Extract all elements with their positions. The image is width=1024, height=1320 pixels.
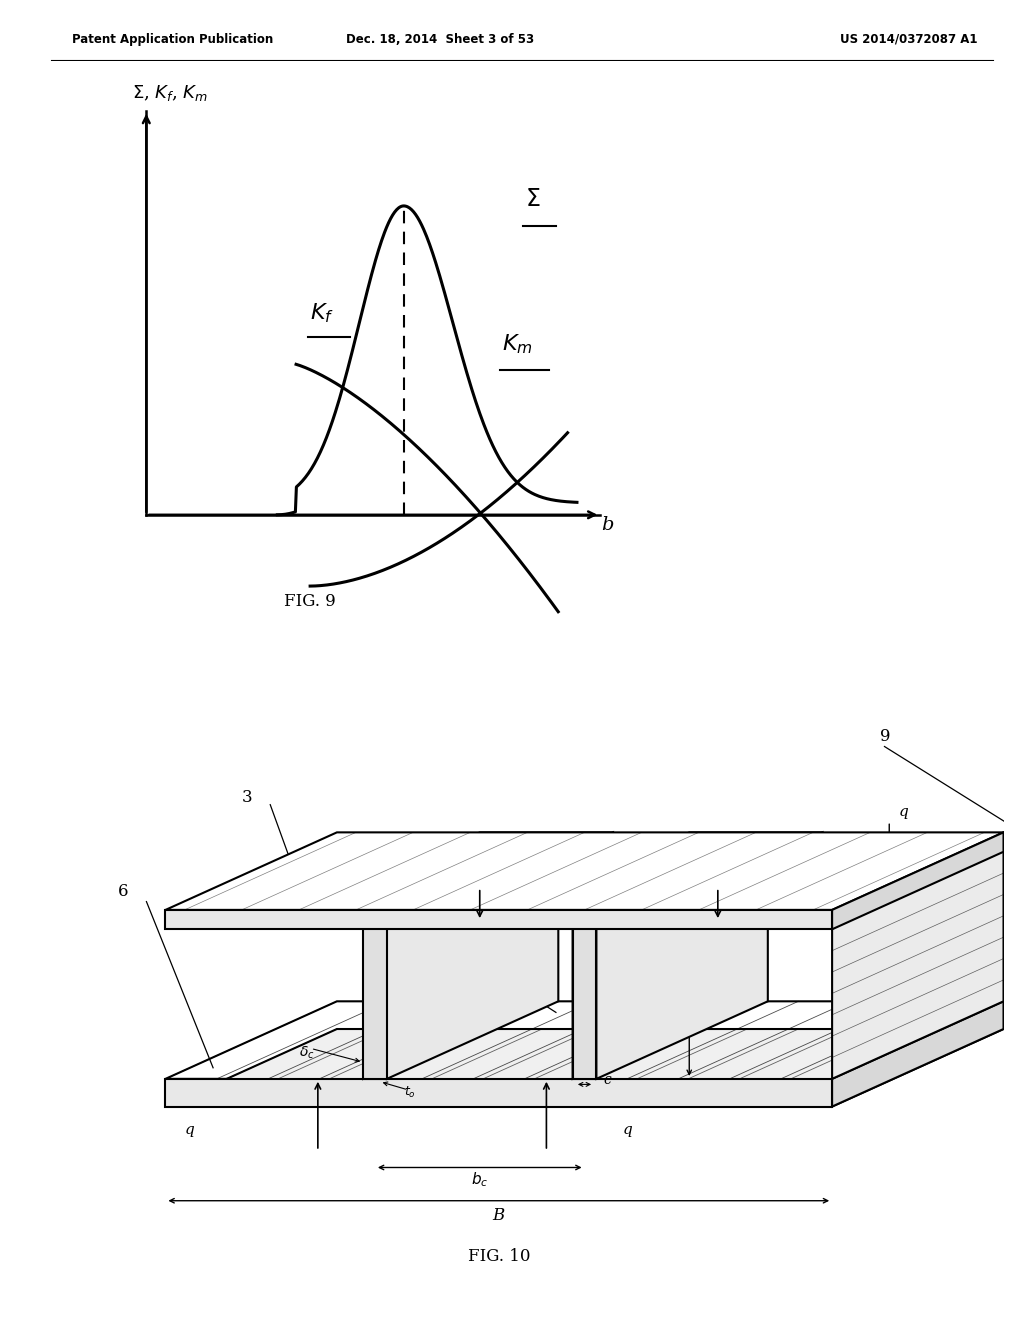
Polygon shape <box>166 1078 833 1106</box>
Polygon shape <box>518 909 651 924</box>
Polygon shape <box>596 846 768 1078</box>
Polygon shape <box>166 1002 1004 1078</box>
Text: b: b <box>601 516 613 533</box>
Polygon shape <box>166 1030 1004 1106</box>
Text: 6: 6 <box>394 906 404 923</box>
Polygon shape <box>833 833 1004 929</box>
Text: $\Sigma$: $\Sigma$ <box>525 187 541 211</box>
Text: q: q <box>184 1123 195 1138</box>
Polygon shape <box>572 924 596 1078</box>
Text: q: q <box>489 871 499 886</box>
Polygon shape <box>166 909 833 929</box>
Polygon shape <box>441 833 613 924</box>
Text: US 2014/0372087 A1: US 2014/0372087 A1 <box>840 33 977 46</box>
Text: $\ell$: $\ell$ <box>870 942 879 961</box>
Text: $\delta_c$: $\delta_c$ <box>299 1044 314 1061</box>
Polygon shape <box>833 833 1004 1078</box>
Text: q: q <box>727 871 737 886</box>
Text: 8: 8 <box>918 944 929 961</box>
Text: Dec. 18, 2014  Sheet 3 of 53: Dec. 18, 2014 Sheet 3 of 53 <box>346 33 535 46</box>
Text: 6: 6 <box>118 883 128 900</box>
Polygon shape <box>308 833 613 909</box>
Polygon shape <box>572 846 768 924</box>
Text: 9: 9 <box>880 727 890 744</box>
Polygon shape <box>364 846 535 1078</box>
Polygon shape <box>572 846 744 1078</box>
Text: $\Sigma$, $K_f$, $K_m$: $\Sigma$, $K_f$, $K_m$ <box>132 83 209 103</box>
Text: $\delta_b$: $\delta_b$ <box>409 1016 425 1034</box>
Polygon shape <box>518 846 822 924</box>
Text: 3: 3 <box>499 838 509 855</box>
Text: $b_c$: $b_c$ <box>471 1170 488 1189</box>
Text: FIG. 10: FIG. 10 <box>468 1247 530 1265</box>
Text: $t_o$: $t_o$ <box>403 1085 416 1100</box>
Text: $K_m$: $K_m$ <box>502 333 532 356</box>
Polygon shape <box>364 846 558 924</box>
Text: B: B <box>493 1206 505 1224</box>
Polygon shape <box>364 924 387 1078</box>
Text: Patent Application Publication: Patent Application Publication <box>72 33 273 46</box>
Text: FIG. 9: FIG. 9 <box>285 594 336 610</box>
Polygon shape <box>387 846 558 1078</box>
Text: q: q <box>623 1123 633 1138</box>
Text: 3: 3 <box>242 789 252 807</box>
Polygon shape <box>518 833 822 909</box>
Polygon shape <box>651 833 822 924</box>
Text: q: q <box>899 805 908 818</box>
Text: b: b <box>703 989 714 1006</box>
Polygon shape <box>308 909 441 924</box>
Polygon shape <box>833 1002 1004 1106</box>
Polygon shape <box>308 846 613 924</box>
Text: c: c <box>603 1073 611 1088</box>
Text: $K_f$: $K_f$ <box>310 301 334 325</box>
Polygon shape <box>166 833 1004 909</box>
